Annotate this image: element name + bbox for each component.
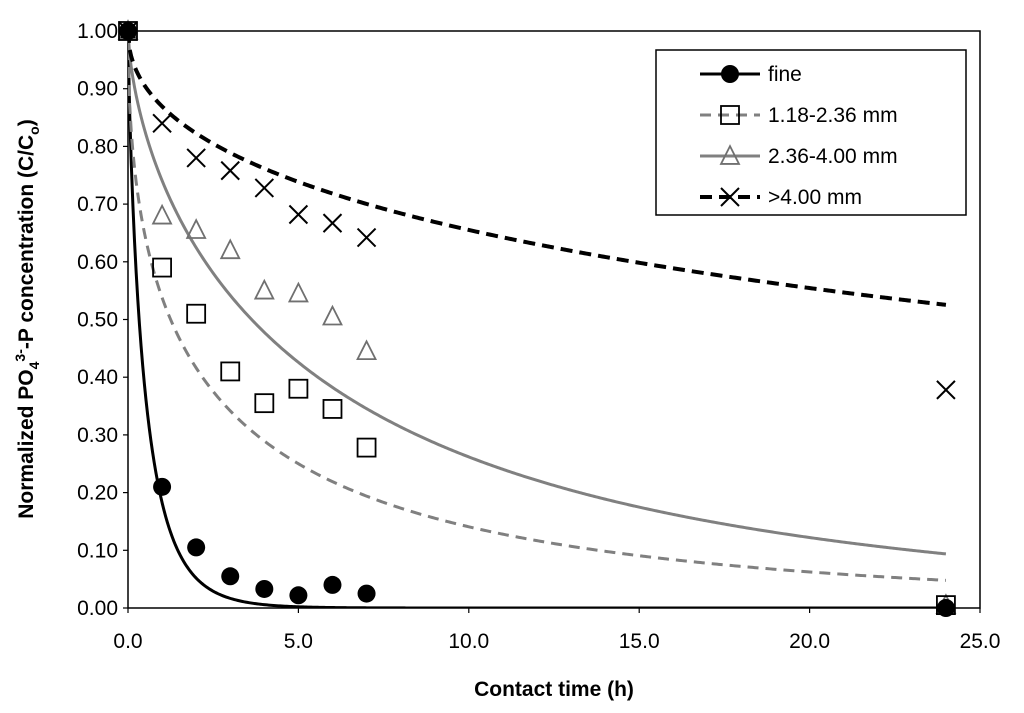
data-point-series-4 (322, 213, 343, 233)
legend-label: >4.00 mm (768, 186, 862, 209)
legend-label: fine (768, 63, 802, 86)
data-point-series-1 (153, 477, 172, 496)
data-points (117, 19, 957, 617)
y-label-middle: -P concentration (C/C (15, 135, 38, 349)
x-axis-label: Contact time (h) (474, 678, 634, 701)
y-tick-label: 1.00 (77, 20, 118, 43)
data-point-series-1 (187, 538, 206, 557)
data-point-series-3 (185, 218, 207, 239)
legend: fine 1.18-2.36 mm 2.36-4.00 mm >4.00 mm (655, 49, 967, 216)
data-point-series-1 (357, 584, 376, 603)
legend-marker (721, 65, 739, 83)
data-point-series-2 (356, 437, 377, 458)
data-point-series-1 (936, 599, 955, 617)
data-point-series-1 (221, 567, 240, 586)
data-point-series-3 (322, 304, 343, 326)
data-point-series-3 (356, 339, 378, 361)
data-point-series-4 (288, 204, 309, 225)
data-point-series-1 (255, 579, 274, 598)
data-point-series-1 (289, 586, 308, 605)
data-point-series-4 (254, 178, 275, 198)
fit-curve-series-1 (128, 31, 946, 608)
fit-curve-series-4 (128, 31, 947, 307)
fit-curve-series-2 (128, 31, 947, 582)
y-axis-ticks: 0.00 0.10 0.20 0.30 0.40 0.50 0.60 0.70 0.80 0.90… (77, 20, 128, 620)
legend-box (655, 49, 967, 216)
data-point-series-3 (151, 203, 173, 225)
x-tick-label: 25.0 (960, 630, 1001, 653)
data-point-series-3 (287, 281, 309, 303)
y-tick-label: 0.60 (77, 251, 118, 274)
y-tick-label: 0.30 (77, 424, 118, 447)
legend-marker (720, 105, 740, 125)
legend-label: 1.18-2.36 mm (768, 104, 898, 127)
y-tick-label: 0.70 (77, 193, 118, 216)
y-label-sup: 3- (12, 349, 28, 362)
y-tick-label: 0.40 (77, 366, 118, 389)
data-point-series-1 (119, 22, 137, 40)
y-label-sub: 4 (26, 361, 42, 369)
data-point-series-4 (152, 113, 172, 134)
data-point-series-2 (186, 303, 207, 324)
data-point-series-4 (356, 227, 377, 248)
y-label-prefix: Normalized PO (15, 369, 38, 518)
x-tick-label: 20.0 (789, 630, 830, 653)
y-label-sub2: o (26, 126, 42, 135)
legend-label: 2.36-4.00 mm (768, 145, 898, 168)
legend-marker (719, 144, 741, 165)
data-point-series-2 (288, 378, 309, 399)
y-tick-label: 0.00 (77, 597, 118, 620)
data-point-series-3 (253, 278, 275, 300)
fit-curve-series-3 (128, 31, 947, 556)
data-point-series-2 (152, 257, 172, 278)
data-point-series-3 (219, 238, 241, 260)
y-tick-label: 0.10 (77, 539, 118, 562)
data-point-series-2 (254, 393, 275, 414)
x-tick-label: 0.0 (113, 630, 142, 653)
data-point-series-2 (220, 361, 241, 382)
y-label-suffix: ) (15, 119, 38, 126)
x-tick-label: 10.0 (448, 630, 489, 653)
y-tick-label: 0.90 (77, 78, 118, 101)
data-point-series-1 (323, 575, 342, 594)
data-point-series-4 (186, 148, 206, 168)
data-point-series-4 (220, 160, 240, 181)
data-point-series-2 (322, 399, 343, 419)
x-tick-label: 5.0 (284, 630, 313, 653)
y-tick-label: 0.50 (77, 309, 118, 332)
y-tick-label: 0.20 (77, 482, 118, 505)
data-point-series-4 (936, 380, 956, 400)
legend-marker (720, 187, 740, 207)
x-tick-label: 15.0 (619, 630, 660, 653)
fit-curves (128, 31, 947, 608)
x-axis-ticks: 0.0 5.0 10.0 15.0 20.0 25.0 (113, 608, 1000, 653)
y-tick-label: 0.80 (77, 135, 118, 158)
y-axis-label: Normalized PO43--P concentration (C/Co) (12, 119, 42, 518)
